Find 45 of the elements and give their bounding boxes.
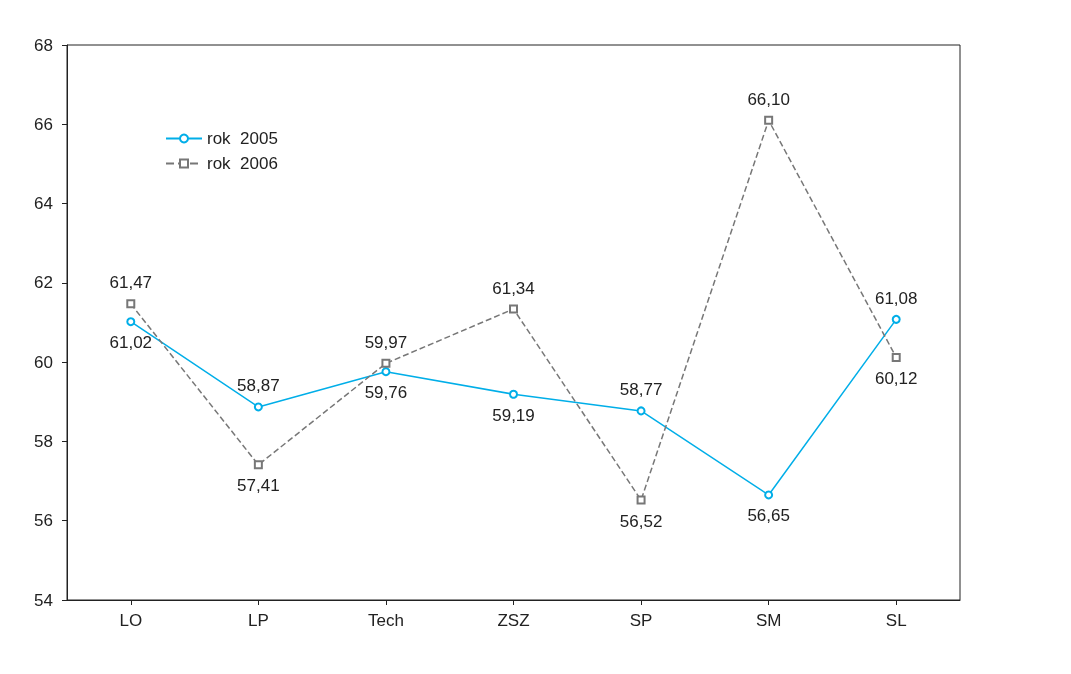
data-label: 56,65 — [747, 506, 790, 526]
data-label: 61,34 — [492, 278, 535, 298]
data-label: 57,41 — [237, 476, 280, 496]
data-label: 59,97 — [364, 332, 408, 352]
point — [253, 460, 263, 470]
x-tick-label: LO — [119, 611, 143, 630]
legend-label: rok 2005 — [207, 129, 278, 148]
data-label: 61,47 — [109, 273, 153, 293]
point — [636, 495, 646, 505]
data-label: 58,87 — [237, 376, 280, 396]
y-tick-label: 56 — [34, 511, 53, 531]
point — [253, 402, 263, 412]
x-tick-label: Tech — [367, 611, 404, 630]
point — [381, 367, 391, 377]
point — [764, 490, 774, 500]
y-tick-label: 58 — [34, 431, 53, 451]
x-tick-label: SP — [629, 611, 653, 630]
point — [764, 115, 774, 125]
point — [126, 317, 136, 327]
y-tick-label: 64 — [34, 194, 53, 214]
x-tick-label: LP — [247, 611, 269, 630]
point — [636, 406, 646, 416]
point — [509, 389, 518, 399]
point — [891, 314, 901, 324]
legend-label: rok 2006 — [207, 154, 278, 173]
data-label: 56,52 — [619, 511, 663, 531]
data-label: 59,76 — [364, 383, 408, 403]
y-tick-label: 68 — [34, 35, 53, 55]
y-tick-label: 62 — [34, 273, 53, 293]
point — [891, 352, 901, 362]
data-label: 59,19 — [492, 405, 535, 425]
x-tick-label: ZSZ — [497, 611, 530, 630]
data-label: 66,10 — [747, 89, 790, 109]
point — [509, 304, 518, 314]
x-tick-label: SM — [755, 611, 782, 630]
data-label: 58,77 — [619, 380, 663, 400]
y-tick-label: 60 — [34, 352, 53, 372]
point — [126, 299, 136, 309]
y-tick-label: 66 — [34, 114, 53, 134]
y-tick-label: 54 — [34, 590, 53, 610]
point — [381, 358, 391, 368]
x-tick-label: SL — [885, 611, 907, 630]
data-label: 61,08 — [874, 288, 918, 308]
data-label: 60,12 — [874, 368, 918, 388]
data-label: 61,02 — [109, 333, 153, 353]
